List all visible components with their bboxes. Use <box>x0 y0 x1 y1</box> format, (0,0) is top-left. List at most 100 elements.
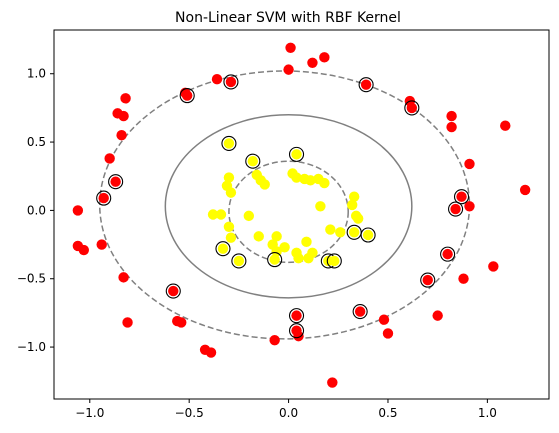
inner-class-point <box>269 254 280 265</box>
inner-class-point <box>233 255 245 267</box>
x-tick-label: 0.0 <box>279 406 298 420</box>
inner-class-point <box>305 175 316 186</box>
inner-class-point <box>259 179 270 190</box>
support-vector-marker <box>165 283 181 299</box>
y-tick-label: 0.5 <box>27 135 46 149</box>
support-vector-marker <box>453 189 470 205</box>
inner-class-point <box>352 213 364 224</box>
x-tick-label: −1.0 <box>75 406 104 420</box>
inner-class-point <box>329 255 340 267</box>
outer-class-point <box>464 158 475 170</box>
outer-class-point <box>458 273 469 284</box>
outer-class-point <box>422 274 433 286</box>
support-vector-marker <box>404 100 420 116</box>
inner-class-point <box>215 209 227 220</box>
outer-class-point <box>211 74 223 85</box>
inner-class-point <box>346 199 358 211</box>
outer-class-point <box>269 335 280 346</box>
y-tick-label: −1.0 <box>17 340 46 354</box>
outer-class-point <box>519 184 531 196</box>
outer-class-point <box>72 205 84 216</box>
x-tick-label: 1.0 <box>478 406 497 420</box>
support-vector-marker <box>179 88 195 104</box>
inner-class-point <box>223 172 235 183</box>
support-vector-marker <box>288 308 305 324</box>
support-vector-marker <box>231 253 247 269</box>
y-tick-label: −0.5 <box>17 272 46 286</box>
inner-class-point <box>223 138 235 149</box>
x-tick-label: 0.5 <box>378 406 397 420</box>
plot-area <box>72 42 531 388</box>
support-vector-marker <box>420 272 436 288</box>
outer-class-point <box>98 192 109 204</box>
outer-class-point <box>110 176 121 187</box>
outer-class-point <box>450 203 461 215</box>
outer-class-point <box>291 310 302 321</box>
outer-class-point <box>118 272 129 283</box>
outer-class-point <box>176 317 187 328</box>
outer-class-point <box>456 191 467 202</box>
inner-class-point <box>319 177 330 189</box>
support-vector-marker <box>360 227 376 243</box>
outer-class-point <box>283 64 294 75</box>
outer-class-point <box>382 328 394 339</box>
outer-class-point <box>354 306 366 317</box>
inner-class-point <box>225 232 237 243</box>
support-vector-marker <box>352 303 368 320</box>
outer-class-point <box>360 79 372 90</box>
outer-class-point <box>225 76 237 88</box>
outer-class-point <box>78 244 90 256</box>
support-vector-marker <box>108 174 124 190</box>
outer-class-point <box>122 317 133 328</box>
support-vector-marker <box>288 323 305 339</box>
inner-class-point <box>247 156 258 167</box>
inner-class-point <box>217 243 229 254</box>
inner-class-point <box>315 201 326 212</box>
outer-class-point <box>464 201 475 212</box>
outer-class-point <box>319 52 330 63</box>
outer-class-point <box>104 153 115 164</box>
outer-class-point <box>500 120 511 131</box>
axes: −1.0 −0.5 0.0 0.5 1.0 −1.0 −0.5 0.0 0.5 1.0 <box>17 67 497 420</box>
decision-boundary <box>164 113 413 299</box>
outer-class-point <box>96 239 107 250</box>
inner-class-point <box>225 187 237 198</box>
outer-class-point <box>446 121 457 133</box>
outer-class-point <box>432 310 443 321</box>
inner-class-point <box>279 242 290 253</box>
inner-class-point <box>301 236 312 248</box>
inner-class-point <box>223 221 235 232</box>
inner-class-point <box>253 231 264 242</box>
outer-class-point <box>446 110 457 122</box>
chart-title: Non-Linear SVM with RBF Kernel <box>175 10 401 26</box>
outer-class-point <box>168 285 179 297</box>
inner-class-point <box>243 210 255 222</box>
support-vector-marker <box>245 153 261 169</box>
inner-class-point <box>325 224 336 235</box>
inner-class-point <box>291 172 302 183</box>
inner-class-point <box>348 191 360 202</box>
outer-class-point <box>118 110 129 122</box>
outer-class-point <box>291 325 302 336</box>
x-tick-label: −0.5 <box>175 406 204 420</box>
support-vector-marker <box>358 77 374 93</box>
plot-frame <box>53 29 550 400</box>
inner-class-point <box>335 227 346 238</box>
support-vector-marker <box>215 241 231 257</box>
inner-class-point <box>348 227 360 238</box>
y-tick-label: 0.0 <box>27 203 46 217</box>
outer-class-point <box>120 93 131 104</box>
outer-class-point <box>378 314 390 325</box>
outer-class-point <box>327 377 338 388</box>
support-vector-marker <box>288 146 305 162</box>
inner-class-point <box>207 209 219 220</box>
outer-class-point <box>307 57 318 68</box>
inner-class-point <box>293 253 304 264</box>
support-vector-marker <box>326 253 342 269</box>
support-vector-marker <box>223 74 239 90</box>
support-vector-marker <box>96 190 112 206</box>
margin-contour <box>228 160 349 264</box>
support-vector-marker <box>440 246 456 262</box>
inner-class-point <box>307 247 318 258</box>
support-vector-marker <box>267 252 283 268</box>
